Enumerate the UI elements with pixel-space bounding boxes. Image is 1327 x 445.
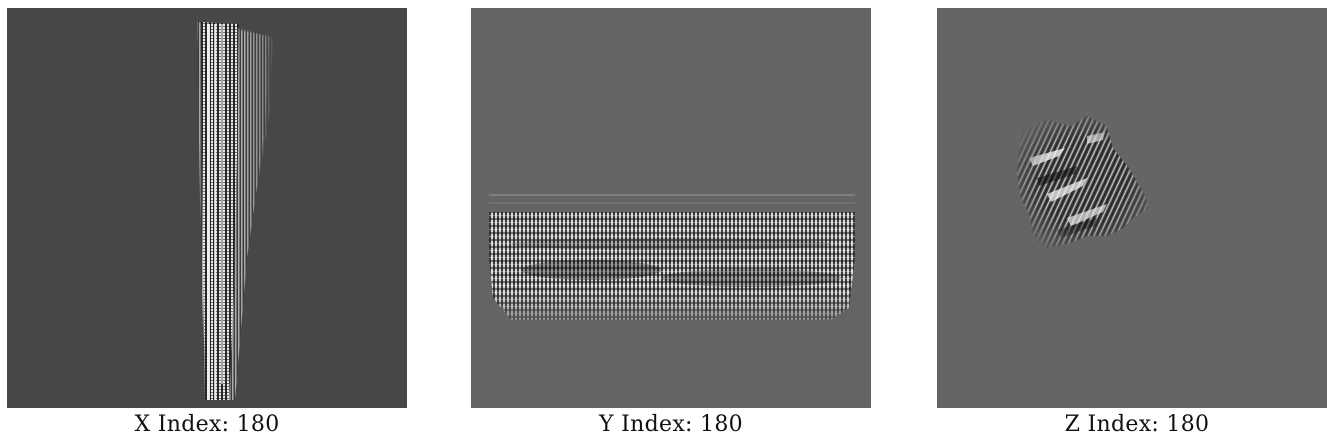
y-slice-image <box>471 8 871 408</box>
z-slice-canvas <box>937 8 1327 408</box>
x-slice-image <box>7 8 407 408</box>
z-slice-image <box>937 8 1327 408</box>
y-index-caption: Y Index: 180 <box>599 412 743 437</box>
x-index-caption: X Index: 180 <box>134 412 280 437</box>
z-index-caption: Z Index: 180 <box>1064 412 1210 437</box>
x-slice-canvas <box>7 8 407 408</box>
y-slice-canvas <box>471 8 871 408</box>
